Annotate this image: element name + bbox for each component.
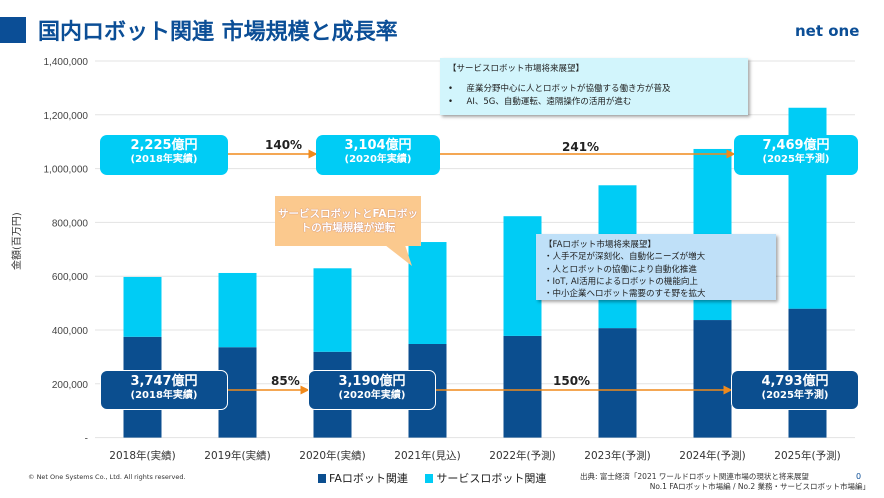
reversal-speech-bubble: サービスロボットとFAロボットの市場規模が逆転 xyxy=(275,196,421,246)
fa-outlook-item: ・人とロボットの協働により自動化推進 xyxy=(544,264,697,275)
x-tick-label: 2022年(予測) xyxy=(489,449,555,462)
legend-service: サービスロボット関連 xyxy=(425,472,546,485)
x-tick-label: 2024年(予測) xyxy=(679,449,745,462)
y-tick-label: 600,000 xyxy=(52,272,89,283)
service-growth-2020-2025: 241% xyxy=(562,140,600,154)
y-tick-label: 1,200,000 xyxy=(44,111,89,122)
x-tick-label: 2021年(見込) xyxy=(394,449,460,462)
service-bar xyxy=(123,276,162,337)
fa-bar xyxy=(598,328,637,438)
service-bar xyxy=(313,268,352,352)
service-2020-callout: 3,104億円 (2020年実績) xyxy=(316,135,440,175)
fa-outlook-item: ・人手不足が深刻化、自動化ニーズが増大 xyxy=(544,252,706,263)
fa-outlook-box: 【FAロボット市場将来展望】 ・人手不足が深刻化、自動化ニーズが増大 ・人とロボ… xyxy=(536,234,776,300)
fa-bar xyxy=(693,320,732,438)
service-growth-2018-2020: 140% xyxy=(265,138,303,152)
fa-2025-callout: 4,793億円 (2025年予測) xyxy=(731,370,859,410)
service-2018-callout: 2,225億円 (2018年実績) xyxy=(100,135,228,175)
x-tick-label: 2023年(予測) xyxy=(584,449,650,462)
service-bar xyxy=(408,242,447,344)
logo: net one xyxy=(795,22,860,40)
fa-growth-2018-2020: 85% xyxy=(271,374,300,388)
service-outlook-box: 【サービスロボット市場将来展望】 • 産業分野中心に人とロボットが協働する働き方… xyxy=(440,58,748,115)
x-tick-label: 2025年(予測) xyxy=(774,449,840,462)
bubble-tail xyxy=(385,245,412,266)
fa-outlook-item: ・IoT, AI活用によるロボットの機能向上 xyxy=(544,276,698,287)
y-tick-label: - xyxy=(85,434,88,445)
fa-growth-2020-2025: 150% xyxy=(553,374,591,388)
page-number: 0 xyxy=(856,472,862,481)
fa-outlook-title: 【FAロボット市場将来展望】 xyxy=(544,240,656,250)
service-2025-callout: 7,469億円 (2025年予測) xyxy=(734,135,858,175)
fa-2020-callout: 3,190億円 (2020年実績) xyxy=(308,370,436,410)
legend-fa: FAロボット関連 xyxy=(318,472,408,485)
fa-2018-callout: 3,747億円 (2018年実績) xyxy=(100,370,228,410)
y-tick-label: 800,000 xyxy=(52,218,89,229)
y-tick-label: 400,000 xyxy=(52,326,89,337)
fa-bar xyxy=(503,335,542,438)
y-tick-label: 1,400,000 xyxy=(44,57,89,68)
x-tick-label: 2020年(実績) xyxy=(299,449,365,462)
legend: FAロボット関連 サービスロボット関連 xyxy=(318,470,546,486)
page-title: 国内ロボット関連 市場規模と成長率 xyxy=(38,20,398,45)
source-citation: 出典: 富士経済「2021 ワールドロボット関連市場の現状と将来展望 No.1 … xyxy=(580,472,870,492)
service-outlook-item: • AI、5G、自動運転、遠隔操作の活用が進む xyxy=(448,96,632,107)
title-accent xyxy=(0,17,26,43)
service-outlook-item: • 産業分野中心に人とロボットが協働する働き方が普及 xyxy=(448,84,671,95)
service-outlook-title: 【サービスロボット市場将来展望】 xyxy=(448,64,585,74)
y-tick-label: 200,000 xyxy=(52,380,89,391)
y-tick-label: 1,000,000 xyxy=(44,165,89,176)
service-bar xyxy=(503,216,542,336)
x-tick-label: 2019年(実績) xyxy=(204,449,270,462)
x-tick-label: 2018年(実績) xyxy=(109,449,175,462)
copyright: © Net One Systems Co., Ltd. All rights r… xyxy=(28,473,186,481)
fa-outlook-item: ・中小企業へロボット需要のすそ野を拡大 xyxy=(544,289,706,300)
service-bar xyxy=(218,272,257,348)
